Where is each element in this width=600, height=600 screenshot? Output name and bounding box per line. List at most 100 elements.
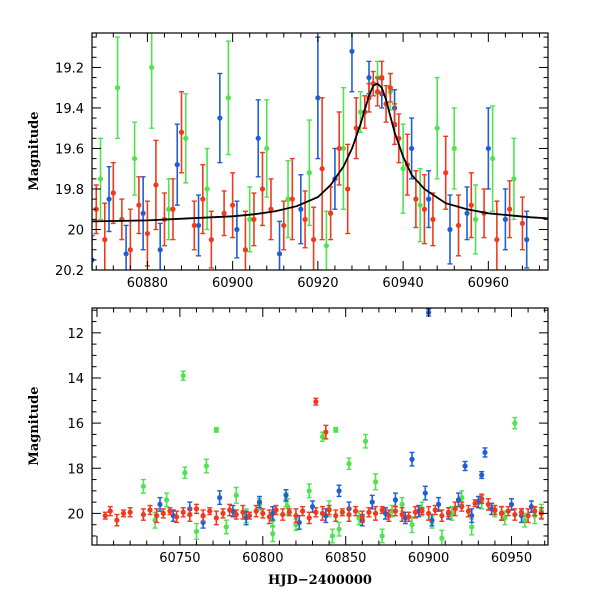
- data-point: [160, 510, 166, 516]
- data-point: [522, 517, 528, 523]
- y-tick-label: 18: [67, 462, 84, 477]
- data-point: [144, 230, 151, 237]
- x-tick-label: 60960: [468, 276, 509, 291]
- data-point: [412, 509, 418, 515]
- data-point: [220, 510, 226, 516]
- data-point: [268, 206, 274, 212]
- y-tick-label: 20.2: [55, 264, 84, 279]
- data-point: [120, 510, 127, 516]
- data-point: [507, 206, 513, 212]
- data-point: [281, 222, 287, 229]
- data-point: [147, 507, 153, 513]
- data-point: [511, 176, 517, 182]
- data-point: [525, 513, 531, 519]
- data-point: [421, 206, 428, 212]
- full-plot-area: [102, 308, 544, 545]
- data-point: [472, 216, 479, 222]
- y-tick-label: 12: [67, 327, 84, 342]
- data-point: [519, 220, 526, 227]
- y-tick-label: 19.4: [55, 102, 84, 117]
- data-point: [296, 519, 302, 526]
- data-point: [345, 186, 351, 192]
- data-point: [223, 524, 229, 530]
- data-point: [140, 210, 146, 216]
- data-point: [323, 429, 329, 435]
- data-point: [173, 514, 180, 520]
- data-point: [256, 499, 263, 505]
- data-point: [328, 210, 334, 216]
- data-point: [494, 237, 500, 243]
- data-point: [299, 508, 306, 514]
- data-point: [140, 511, 147, 518]
- data-point: [409, 145, 415, 152]
- data-point: [195, 222, 202, 229]
- data-point: [392, 508, 399, 514]
- data-point: [204, 186, 210, 192]
- data-point: [132, 155, 138, 162]
- data-point: [127, 509, 133, 515]
- data-point: [409, 456, 415, 462]
- data-point: [289, 196, 295, 202]
- full-plot-frame: [91, 307, 549, 546]
- data-point: [259, 186, 266, 192]
- data-point: [502, 515, 508, 521]
- data-point: [203, 463, 210, 469]
- x-tick-label: 60900: [212, 276, 253, 291]
- data-point: [508, 501, 515, 507]
- data-point: [319, 510, 326, 516]
- data-point: [464, 210, 470, 216]
- data-point: [353, 508, 359, 514]
- data-point: [419, 508, 425, 514]
- data-point: [191, 222, 197, 229]
- zoom-plot-frame: [91, 32, 549, 271]
- data-point: [468, 202, 474, 208]
- data-point: [451, 145, 457, 152]
- data-point: [465, 508, 472, 514]
- data-point: [439, 535, 445, 541]
- data-point: [422, 490, 428, 496]
- x-tick-label: 60920: [297, 276, 338, 291]
- data-point: [313, 399, 319, 405]
- data-point: [443, 170, 449, 176]
- data-point: [413, 196, 419, 202]
- data-point: [149, 64, 155, 71]
- data-point: [306, 488, 312, 494]
- data-point: [512, 511, 518, 518]
- data-point: [221, 210, 227, 216]
- data-point: [266, 514, 273, 520]
- zoom-axis-ticks: 60880 60900 60920 60940 60960 19.2 19.4 19.6 19.…: [55, 33, 548, 291]
- series-red-filter: [102, 397, 544, 527]
- full-light-curve-panel: 60750 60800 60850 60900 60950 12 14 16 18 20 Magn…: [27, 307, 549, 588]
- data-point: [359, 514, 365, 520]
- data-point: [489, 155, 496, 162]
- x-tick-label: 60900: [408, 551, 449, 566]
- data-point: [319, 166, 325, 172]
- data-point: [353, 125, 359, 131]
- data-point: [406, 514, 412, 520]
- data-point: [339, 509, 345, 515]
- data-point: [426, 510, 432, 516]
- data-point: [207, 508, 213, 514]
- data-point: [472, 500, 478, 506]
- data-point: [187, 511, 193, 518]
- data-point: [479, 496, 485, 502]
- series-green-filter: [140, 370, 544, 545]
- data-point: [170, 206, 176, 212]
- data-point: [374, 89, 381, 95]
- data-point: [174, 162, 180, 168]
- y-tick-label: 19.8: [55, 183, 84, 198]
- data-point: [311, 237, 317, 243]
- data-point: [180, 373, 186, 379]
- data-point: [409, 522, 415, 528]
- zoom-plot-area: [92, 33, 548, 270]
- data-point: [502, 216, 508, 222]
- data-point: [326, 507, 332, 513]
- data-point: [225, 95, 231, 101]
- data-point: [366, 509, 372, 515]
- data-point: [242, 247, 249, 253]
- data-point: [127, 247, 133, 253]
- data-point: [434, 125, 440, 131]
- data-point: [213, 515, 219, 521]
- data-point: [426, 196, 432, 202]
- data-point: [518, 509, 525, 515]
